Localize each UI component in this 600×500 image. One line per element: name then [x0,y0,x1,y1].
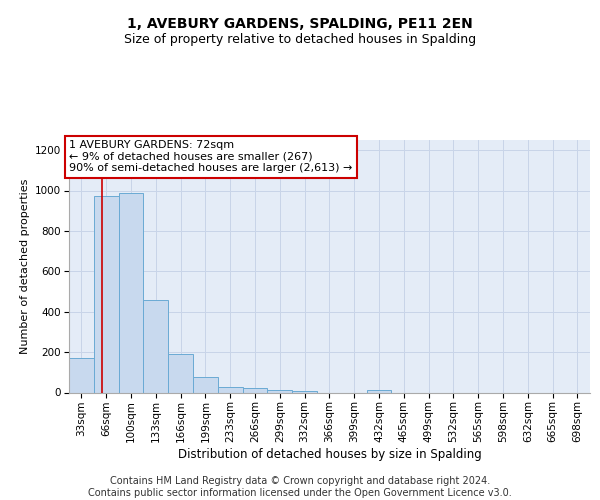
Y-axis label: Number of detached properties: Number of detached properties [20,178,29,354]
Bar [268,390,292,392]
Bar [119,192,143,392]
Bar [193,376,218,392]
Bar [218,387,242,392]
Bar [69,358,94,392]
Bar [367,390,391,392]
Text: Contains HM Land Registry data © Crown copyright and database right 2024.
Contai: Contains HM Land Registry data © Crown c… [88,476,512,498]
Bar [94,196,119,392]
Bar [292,391,317,392]
Text: 1 AVEBURY GARDENS: 72sqm
← 9% of detached houses are smaller (267)
90% of semi-d: 1 AVEBURY GARDENS: 72sqm ← 9% of detache… [69,140,352,173]
X-axis label: Distribution of detached houses by size in Spalding: Distribution of detached houses by size … [178,448,481,461]
Text: 1, AVEBURY GARDENS, SPALDING, PE11 2EN: 1, AVEBURY GARDENS, SPALDING, PE11 2EN [127,18,473,32]
Bar [168,354,193,393]
Text: Size of property relative to detached houses in Spalding: Size of property relative to detached ho… [124,32,476,46]
Bar [242,388,268,392]
Bar [143,300,168,392]
